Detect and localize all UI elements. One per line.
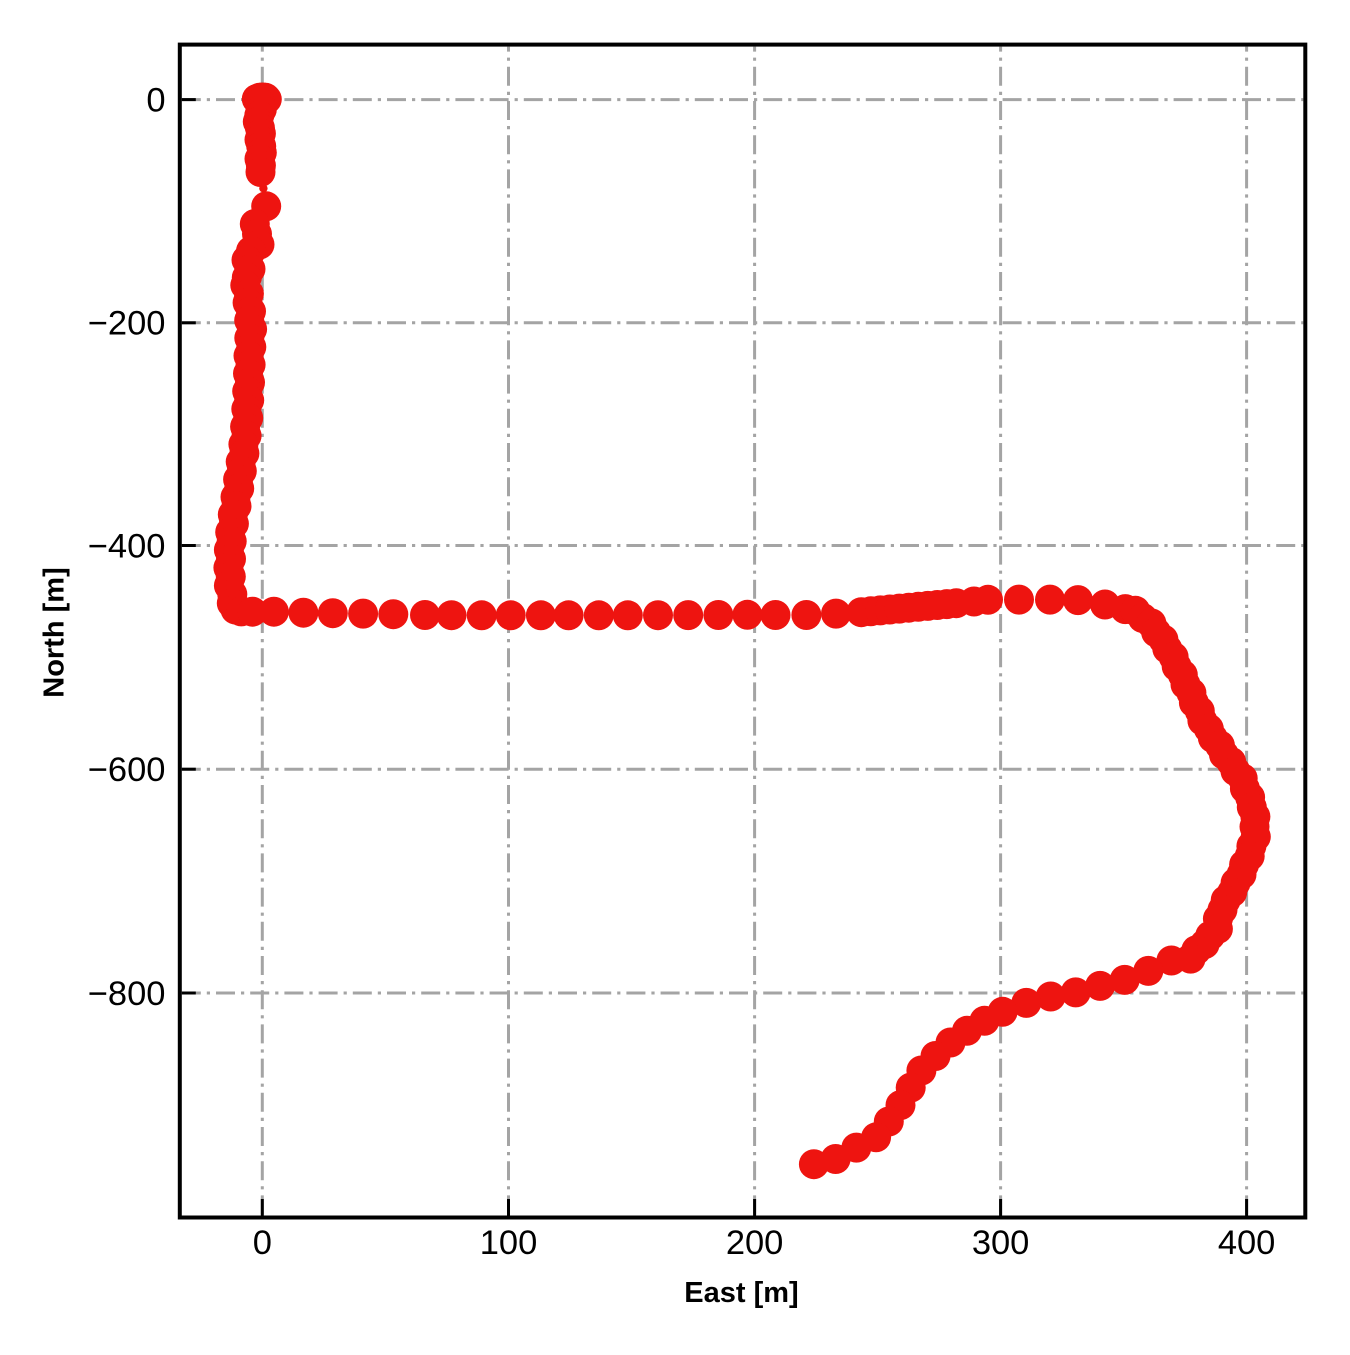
svg-text:−800: −800 (88, 975, 166, 1013)
svg-text:North [m]: North [m] (39, 567, 71, 697)
svg-text:100: 100 (480, 1224, 538, 1262)
svg-text:300: 300 (972, 1224, 1030, 1262)
svg-text:0: 0 (146, 82, 165, 120)
svg-text:−200: −200 (88, 305, 166, 343)
svg-text:200: 200 (726, 1224, 784, 1262)
svg-text:−400: −400 (88, 527, 166, 565)
svg-text:400: 400 (1218, 1224, 1276, 1262)
svg-text:−600: −600 (88, 751, 166, 789)
svg-text:0: 0 (253, 1224, 272, 1262)
svg-text:East [m]: East [m] (684, 1277, 798, 1309)
